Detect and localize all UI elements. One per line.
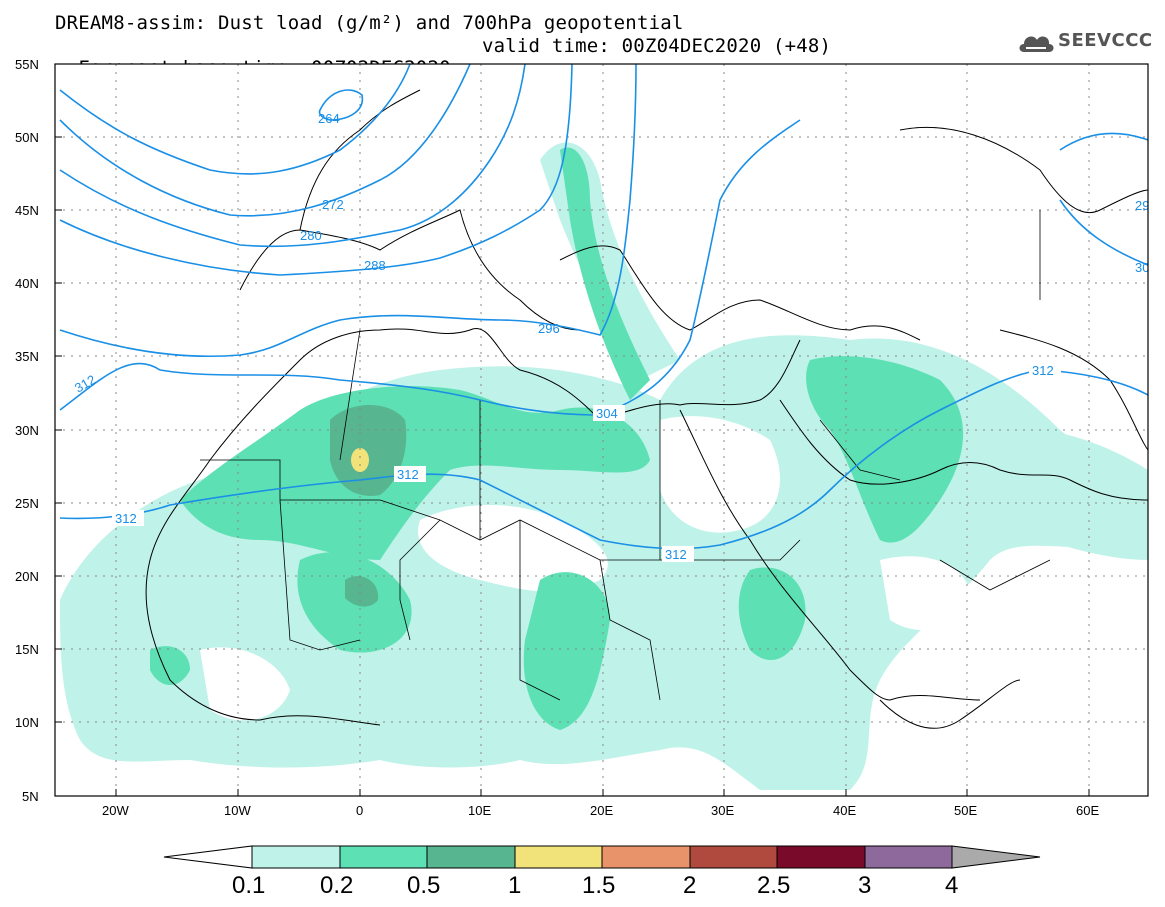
lat-label-5n: 5N — [22, 789, 39, 804]
colorbar-label-2: 2 — [683, 872, 696, 899]
contour-label-264: 264 — [318, 111, 340, 126]
colorbar-over-arrow — [951, 845, 1041, 869]
seevccc-logo: SEEVCCC — [1016, 28, 1156, 58]
colorbar-label-0.5: 0.5 — [407, 872, 440, 899]
colorbar-segment-8 — [864, 845, 953, 869]
graticule — [55, 64, 1148, 796]
colorbar-segment-5 — [601, 845, 691, 869]
lon-label-30e: 30E — [711, 803, 734, 818]
contour-label-312-e: 312 — [1032, 363, 1054, 378]
colorbar-segment-4 — [514, 845, 603, 869]
colorbar-under-arrow — [163, 845, 253, 869]
contour-label-304: 304 — [596, 406, 618, 421]
contour-label-296: 296 — [538, 321, 560, 336]
lon-label-20w: 20W — [102, 803, 129, 818]
map-title-line1: DREAM8-assim: Dust load (g/m²) and 700hP… — [55, 12, 684, 34]
colorbar — [163, 845, 1041, 869]
lat-label-40n: 40N — [15, 276, 39, 291]
coastlines — [145, 89, 1148, 729]
colorbar-segment-2 — [339, 845, 428, 869]
lat-label-35n: 35N — [15, 349, 39, 364]
lat-label-10n: 10N — [15, 715, 39, 730]
contour-label-312-b: 312 — [115, 511, 137, 526]
tick-marks — [55, 136, 1090, 796]
contour-label-30: 30 — [1135, 260, 1149, 275]
colorbar-label-2.5: 2.5 — [757, 872, 790, 899]
colorbar-segment-7 — [776, 845, 866, 869]
dust-layer-1 — [351, 448, 369, 472]
lat-label-25n: 25N — [15, 496, 39, 511]
colorbar-label-1.5: 1.5 — [582, 872, 615, 899]
colorbar-label-0.2: 0.2 — [320, 872, 353, 899]
valid-time: valid time: 00Z04DEC2020 (+48) — [482, 35, 832, 57]
country-borders — [200, 210, 1051, 701]
colorbar-label-1: 1 — [508, 872, 521, 899]
contour-label-312-c: 312 — [397, 467, 419, 482]
colorbar-label-0.1: 0.1 — [232, 872, 265, 899]
contour-label-288: 288 — [364, 258, 386, 273]
lon-label-20e: 20E — [590, 803, 613, 818]
dust-layer-0.5 — [330, 405, 407, 607]
lat-label-15n: 15N — [15, 642, 39, 657]
geopotential-contours — [59, 64, 1148, 550]
contour-label-29: 29 — [1135, 198, 1149, 213]
contour-label-280: 280 — [300, 228, 322, 243]
colorbar-segment-3 — [426, 845, 516, 869]
contour-labels: 264 272 280 288 296 304 312 312 312 312 … — [72, 111, 1149, 562]
colorbar-segment-6 — [689, 845, 778, 869]
lon-label-10w: 10W — [224, 803, 251, 818]
lon-label-60e: 60E — [1076, 803, 1099, 818]
lat-label-45n: 45N — [15, 203, 39, 218]
contour-label-272: 272 — [322, 197, 344, 212]
latitude-labels: 55N 50N 45N 40N 35N 30N 25N 20N 15N 10N … — [15, 57, 39, 804]
dust-gaps — [200, 416, 970, 721]
contour-label-312-d: 312 — [665, 547, 687, 562]
lat-label-20n: 20N — [15, 569, 39, 584]
lat-label-30n: 30N — [15, 423, 39, 438]
lon-label-10e: 10E — [468, 803, 491, 818]
cloud-icon — [1019, 36, 1054, 52]
lon-label-40e: 40E — [833, 803, 856, 818]
lon-label-50e: 50E — [954, 803, 977, 818]
lat-label-55n: 55N — [15, 57, 39, 72]
colorbar-label-3: 3 — [858, 872, 871, 899]
lon-label-0: 0 — [356, 803, 363, 818]
colorbar-segment-1 — [251, 845, 341, 869]
longitude-labels: 20W 10W 0 10E 20E 30E 40E 50E 60E — [102, 803, 1099, 818]
colorbar-labels: 0.1 0.2 0.5 1 1.5 2 2.5 3 4 — [232, 872, 958, 899]
lat-label-50n: 50N — [15, 130, 39, 145]
logo-text: SEEVCCC — [1058, 30, 1153, 51]
colorbar-label-4: 4 — [945, 872, 958, 899]
